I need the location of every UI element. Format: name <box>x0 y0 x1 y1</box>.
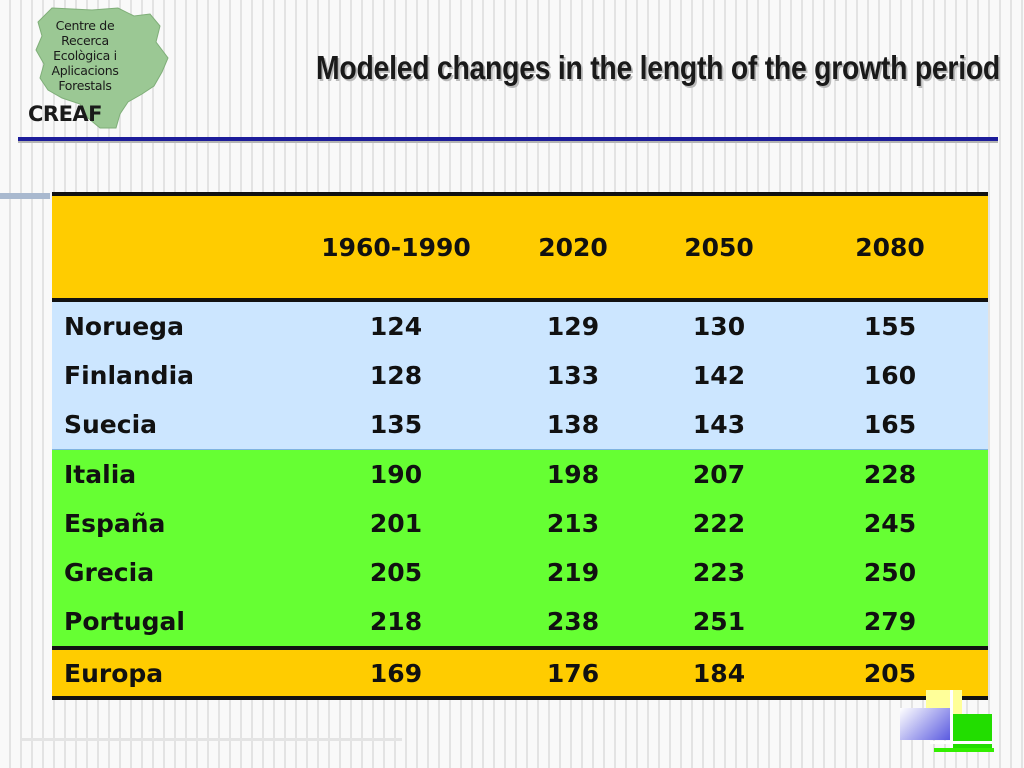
country-cell: Portugal <box>52 597 292 648</box>
value-cell: 130 <box>646 300 792 351</box>
value-cell: 198 <box>500 449 646 499</box>
value-cell: 138 <box>500 400 646 450</box>
value-cell: 205 <box>292 548 500 597</box>
value-cell: 176 <box>500 646 646 700</box>
value-cell: 160 <box>792 351 988 400</box>
table-row: Italia 190 198 207 228 <box>52 449 988 499</box>
country-cell: Suecia <box>52 400 292 450</box>
table-row: Grecia 205 219 223 250 <box>52 548 988 597</box>
decor-blue-square <box>900 708 950 740</box>
value-cell: 142 <box>646 351 792 400</box>
catalonia-map-icon <box>35 7 169 129</box>
decor-green-square <box>950 714 992 750</box>
value-cell: 238 <box>500 597 646 648</box>
logo-line: Centre de <box>55 18 115 33</box>
logo-text: Centre de Recerca Ecològica i Aplicacion… <box>30 18 140 93</box>
header-cell-2020: 2020 <box>500 192 646 302</box>
country-cell: Europa <box>52 646 292 700</box>
country-cell: Finlandia <box>52 351 292 400</box>
logo-line: Forestals <box>58 78 112 93</box>
table-row: Suecia 135 138 143 165 <box>52 400 988 450</box>
value-cell: 155 <box>792 300 988 351</box>
value-cell: 133 <box>500 351 646 400</box>
logo-line: Recerca <box>61 33 109 48</box>
table-header-row: 1960-1990 2020 2050 2080 <box>52 192 988 302</box>
header-cell-country <box>52 192 292 302</box>
decor-green-bar <box>934 748 994 752</box>
table-row: Finlandia 128 133 142 160 <box>52 351 988 400</box>
title-rule <box>18 137 998 141</box>
value-cell: 213 <box>500 499 646 548</box>
logo-line: Aplicacions <box>51 63 119 78</box>
table-row: Portugal 218 238 251 279 <box>52 597 988 648</box>
country-cell: Italia <box>52 449 292 499</box>
title-rule-shadow <box>18 141 998 143</box>
decor-vertical-line <box>950 690 953 752</box>
growth-period-table: 1960-1990 2020 2050 2080 Noruega 124 129… <box>52 192 988 700</box>
header-cell-period: 1960-1990 <box>292 192 500 302</box>
bottom-decor-line <box>22 738 402 741</box>
table-row: España 201 213 222 245 <box>52 499 988 548</box>
value-cell: 165 <box>792 400 988 450</box>
value-cell: 223 <box>646 548 792 597</box>
logo-line: Ecològica i <box>53 48 117 63</box>
country-cell: España <box>52 499 292 548</box>
value-cell: 135 <box>292 400 500 450</box>
header-cell-2050: 2050 <box>646 192 792 302</box>
value-cell: 218 <box>292 597 500 648</box>
side-accent-bar <box>0 193 50 199</box>
value-cell: 205 <box>792 646 988 700</box>
value-cell: 279 <box>792 597 988 648</box>
value-cell: 190 <box>292 449 500 499</box>
value-cell: 201 <box>292 499 500 548</box>
table-total-row: Europa 169 176 184 205 <box>52 646 988 700</box>
value-cell: 207 <box>646 449 792 499</box>
value-cell: 129 <box>500 300 646 351</box>
value-cell: 251 <box>646 597 792 648</box>
value-cell: 245 <box>792 499 988 548</box>
table-row: Noruega 124 129 130 155 <box>52 300 988 351</box>
value-cell: 128 <box>292 351 500 400</box>
value-cell: 219 <box>500 548 646 597</box>
value-cell: 124 <box>292 300 500 351</box>
value-cell: 228 <box>792 449 988 499</box>
value-cell: 169 <box>292 646 500 700</box>
value-cell: 184 <box>646 646 792 700</box>
decor-horizontal-line <box>930 741 992 744</box>
country-cell: Noruega <box>52 300 292 351</box>
value-cell: 143 <box>646 400 792 450</box>
value-cell: 250 <box>792 548 988 597</box>
header-cell-2080: 2080 <box>792 192 988 302</box>
creaf-logo: Centre de Recerca Ecològica i Aplicacion… <box>22 6 172 130</box>
country-cell: Grecia <box>52 548 292 597</box>
logo-brand: CREAF <box>28 102 103 126</box>
slide-title: Modeled changes in the length of the gro… <box>316 49 1000 86</box>
value-cell: 222 <box>646 499 792 548</box>
